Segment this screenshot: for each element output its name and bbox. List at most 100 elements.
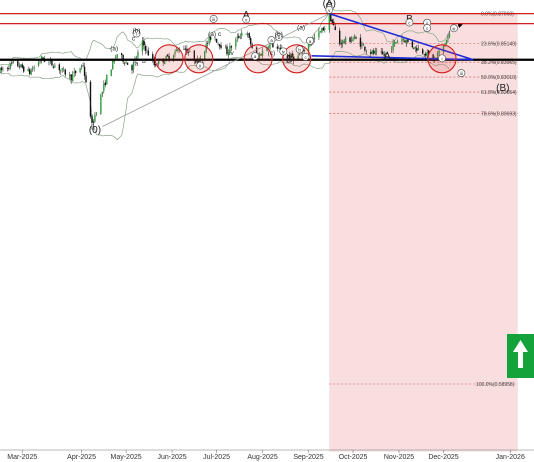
candle-body xyxy=(132,62,135,70)
candle-body xyxy=(313,37,316,40)
wave-label-circle xyxy=(405,18,414,27)
wave-label-circle xyxy=(196,61,205,70)
candle-body xyxy=(334,26,336,30)
candle-body xyxy=(37,62,40,66)
candle-body xyxy=(115,57,117,59)
candle-body xyxy=(432,54,434,61)
candle-body xyxy=(376,50,378,52)
projection-arrow-head xyxy=(457,23,463,28)
candle-body xyxy=(218,44,221,47)
wave-label: (a) xyxy=(297,24,305,31)
candle-body xyxy=(106,74,108,85)
candle-body xyxy=(144,46,147,51)
candle-body xyxy=(353,36,356,39)
candle-body xyxy=(364,46,366,51)
candle-body xyxy=(100,94,102,115)
trend-line xyxy=(311,55,474,61)
wave-label: (0) xyxy=(89,125,101,136)
candle-body xyxy=(355,37,357,39)
candle-body xyxy=(11,62,13,64)
wave-label-circle xyxy=(295,45,304,54)
wave-label: a xyxy=(135,61,139,68)
candle-body xyxy=(404,40,406,43)
candle-body xyxy=(411,41,414,48)
candle-body xyxy=(407,39,409,43)
candle-body xyxy=(61,68,63,70)
candle-body xyxy=(365,51,368,52)
candle-body xyxy=(290,54,292,59)
candle-body xyxy=(318,31,320,38)
x-axis-label: Mar-2025 xyxy=(7,454,37,461)
wave-label-circle xyxy=(242,15,251,24)
fib-level-label: 38.2%(0.83965) xyxy=(481,60,517,66)
x-axis-label: Jan-2026 xyxy=(496,454,525,461)
candle-body xyxy=(206,43,209,44)
candle-body xyxy=(92,121,95,123)
candle-body xyxy=(269,41,271,49)
x-axis-label: Dec-2025 xyxy=(428,454,458,461)
candle-body xyxy=(101,91,104,95)
candle-body xyxy=(307,44,310,53)
candle-body xyxy=(152,54,154,61)
candle-body xyxy=(146,49,148,51)
candle-body xyxy=(141,40,144,52)
candle-body xyxy=(227,52,230,56)
candle-body xyxy=(267,47,270,49)
candle-body xyxy=(116,54,118,58)
wave-label: i xyxy=(442,56,443,61)
candle-body xyxy=(217,42,219,44)
fib-level-label: 100.0%(0.58958) xyxy=(476,382,515,388)
candle-body xyxy=(414,46,417,49)
candle-body xyxy=(341,40,344,45)
candle-body xyxy=(416,47,418,51)
candle-body xyxy=(229,46,231,54)
candle-body xyxy=(70,74,72,81)
candle-body xyxy=(396,41,399,43)
wave-label: iii xyxy=(460,71,463,76)
wave-label-circle xyxy=(132,29,141,38)
candle-body xyxy=(344,37,347,43)
candle-body xyxy=(258,54,261,57)
x-axis-label: Apr-2025 xyxy=(67,454,96,461)
candle-body xyxy=(95,113,98,115)
wave-label: iii xyxy=(452,26,455,31)
candle-body xyxy=(39,61,41,63)
candle-body xyxy=(49,60,52,62)
candle-body xyxy=(63,68,65,70)
candle-body xyxy=(103,84,105,91)
candle-body xyxy=(17,60,19,67)
up-arrow-icon xyxy=(513,340,528,368)
candle-body xyxy=(193,50,196,61)
retracement-zone xyxy=(329,13,518,452)
wave-label-circle xyxy=(209,14,218,23)
x-axis-label: Sep-2025 xyxy=(293,454,323,461)
candle-body xyxy=(155,63,157,66)
candle-body xyxy=(172,55,175,60)
candle-body xyxy=(91,115,93,123)
candle-body xyxy=(392,42,394,50)
candle-body xyxy=(40,56,43,61)
candle-body xyxy=(386,51,388,53)
candle-body xyxy=(436,54,439,56)
candle-body xyxy=(137,52,139,58)
wave-label-circle xyxy=(438,54,446,63)
candle-body xyxy=(427,50,430,55)
candle-body xyxy=(239,36,241,38)
candle-body xyxy=(422,49,424,54)
wave-label: (A) xyxy=(323,0,336,9)
candle-body xyxy=(291,53,293,58)
candle-body xyxy=(359,37,362,47)
candle-body xyxy=(352,38,354,42)
candle-body xyxy=(245,34,247,35)
candle-body xyxy=(370,51,372,55)
candle-body xyxy=(147,50,150,56)
candle-body xyxy=(21,64,23,68)
wave-label: a xyxy=(254,54,257,59)
candle-body xyxy=(174,51,176,55)
candle-body xyxy=(235,39,237,47)
candle-body xyxy=(64,69,66,75)
wave-label: iv xyxy=(282,49,286,54)
candle-body xyxy=(69,74,71,77)
candle-body xyxy=(438,50,440,55)
